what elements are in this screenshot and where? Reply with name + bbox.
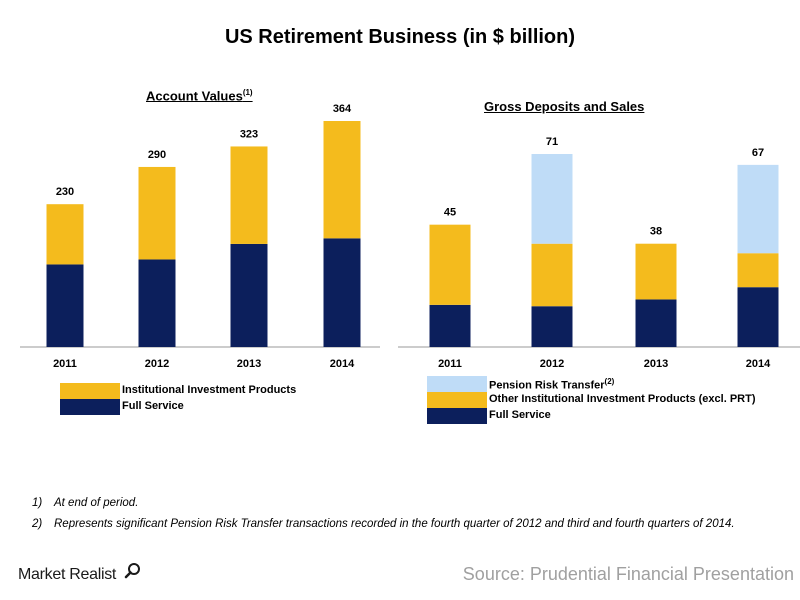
- gross-deposits-total-label-2012: 71: [546, 136, 558, 148]
- account-values-title: Account Values(1): [146, 88, 253, 103]
- footnote-1-text: At end of period.: [54, 497, 139, 509]
- gross-deposits-bar-full-service-2012: [531, 306, 573, 347]
- account-values-tick-label-2012: 2012: [145, 358, 169, 370]
- gross-deposits-tick-label-2014: 2014: [746, 358, 771, 370]
- page-title: US Retirement Business (in $ billion): [224, 26, 576, 48]
- footnote-2-number: 2): [32, 518, 43, 530]
- gross-deposits-legend-label-full-service: Full Service: [489, 409, 551, 421]
- account-values-total-label-2013: 323: [240, 128, 258, 140]
- account-values-bar-institutional-investment-products-2011: [46, 204, 84, 265]
- account-values-title-footnote: (1): [242, 88, 253, 97]
- account-values-tick-label-2013: 2013: [237, 358, 261, 370]
- account-values-legend-swatch-full-service: [60, 399, 120, 415]
- footnote-2: 2) Represents significant Pension Risk Tr…: [32, 518, 735, 530]
- account-values-bar-full-service-2014: [323, 238, 361, 347]
- gross-deposits-bar-pension-risk-transfer-2012: [531, 154, 573, 244]
- footnotes: 1) At end of period. 2) Represents signifi…: [32, 497, 735, 539]
- gross-deposits-legend-swatch-other-institutional-investment-products-excl-prt: [427, 392, 487, 408]
- gross-deposits-total-label-2014: 67: [752, 147, 764, 159]
- account-values-tick-label-2014: 2014: [330, 358, 355, 370]
- footnote-1: 1) At end of period.: [32, 497, 735, 509]
- gross-deposits-bar-other-institutional-investment-products-excl-prt-2012: [531, 243, 573, 307]
- gross-deposits-chart: 45 2011 71 2012 38 2013 67 2014: [398, 136, 800, 370]
- account-values-chart: 230 2011 290 2012 323 2013 364 2014: [20, 103, 380, 370]
- account-values-bar-institutional-investment-products-2013: [230, 146, 268, 244]
- gross-deposits-tick-label-2011: 2011: [438, 358, 462, 370]
- footnote-1-number: 1): [32, 497, 43, 509]
- account-values-total-label-2012: 290: [148, 149, 166, 161]
- gross-deposits-legend-label-other-institutional-investment-products-excl-prt: Other Institutional Investment Products …: [489, 393, 756, 405]
- gross-deposits-legend-label-pension-risk-transfer: Pension Risk Transfer(2): [489, 377, 615, 392]
- gross-deposits-tick-label-2012: 2012: [540, 358, 564, 370]
- gross-deposits-total-label-2013: 38: [650, 226, 662, 238]
- gross-deposits-bar-other-institutional-investment-products-excl-prt-2013: [635, 243, 677, 300]
- account-values-total-label-2014: 364: [333, 103, 352, 115]
- account-values-bar-full-service-2013: [230, 243, 268, 347]
- brand-logo: Market Realist: [18, 566, 117, 583]
- gross-deposits-bar-full-service-2013: [635, 299, 677, 347]
- account-values-title-text: Account Values: [146, 88, 243, 104]
- gross-deposits-title-text: Gross Deposits and Sales: [484, 99, 645, 114]
- gross-deposits-bar-other-institutional-investment-products-excl-prt-2014: [737, 253, 779, 288]
- gross-deposits-bar-pension-risk-transfer-2014: [737, 164, 779, 254]
- gross-deposits-bar-full-service-2014: [737, 287, 779, 347]
- gross-deposits-legend-swatch-full-service: [427, 408, 487, 424]
- source-credit: Source: Prudential Financial Presentatio…: [462, 564, 794, 584]
- account-values-legend-label-institutional-investment-products: Institutional Investment Products: [122, 384, 297, 396]
- account-values-bar-full-service-2012: [138, 259, 176, 347]
- account-values-bar-institutional-investment-products-2014: [323, 121, 361, 239]
- gross-deposits-bar-other-institutional-investment-products-excl-prt-2011: [429, 224, 471, 305]
- account-values-legend-swatch-institutional-investment-products: [60, 383, 120, 399]
- account-values-bar-institutional-investment-products-2012: [138, 166, 176, 260]
- gross-deposits-bar-full-service-2011: [429, 304, 471, 347]
- account-values-tick-label-2011: 2011: [53, 358, 77, 370]
- magnifier-icon: [124, 563, 140, 579]
- gross-deposits-title: Gross Deposits and Sales: [484, 99, 644, 114]
- account-values-bar-full-service-2011: [46, 264, 84, 347]
- gross-deposits-total-label-2011: 45: [444, 207, 456, 219]
- account-values-legend-label-full-service: Full Service: [122, 400, 184, 412]
- gross-deposits-tick-label-2013: 2013: [644, 358, 668, 370]
- gross-deposits-legend-swatch-pension-risk-transfer: [427, 376, 487, 392]
- account-values-total-label-2011: 230: [56, 186, 74, 198]
- footnote-2-text: Represents significant Pension Risk Tran…: [54, 518, 735, 530]
